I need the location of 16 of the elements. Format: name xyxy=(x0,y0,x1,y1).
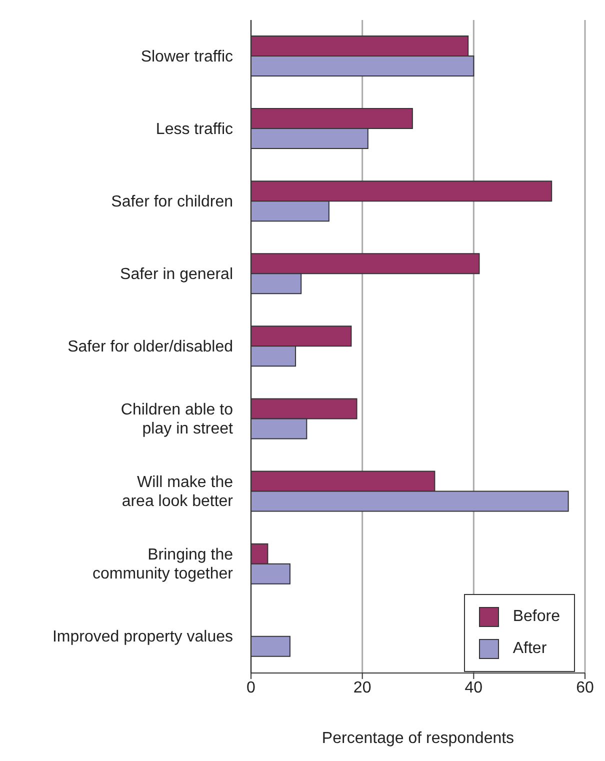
y-tick-label: Bringing the community together xyxy=(92,546,234,582)
x-tick-label: 60 xyxy=(576,679,594,696)
x-tick-label: 20 xyxy=(353,679,372,696)
y-tick-label: Safer for older/disabled xyxy=(68,338,233,355)
y-tick-label: Improved property values xyxy=(52,628,233,646)
y-tick-label: Children able to play in street xyxy=(120,401,234,438)
y-tick-label: Safer in general xyxy=(120,265,233,282)
legend-label: Before xyxy=(512,608,560,626)
y-tick-label: Less traffic xyxy=(156,120,233,138)
x-tick-label: 40 xyxy=(464,679,483,696)
x-tick-label: 0 xyxy=(246,679,256,696)
y-tick-label: Will make the area look better xyxy=(122,474,234,510)
y-tick-label: Slower traffic xyxy=(140,48,233,65)
y-tick-label: Safer for children xyxy=(111,192,233,210)
x-axis-title: Percentage of respondents xyxy=(322,730,514,747)
legend-label: After xyxy=(512,640,547,658)
